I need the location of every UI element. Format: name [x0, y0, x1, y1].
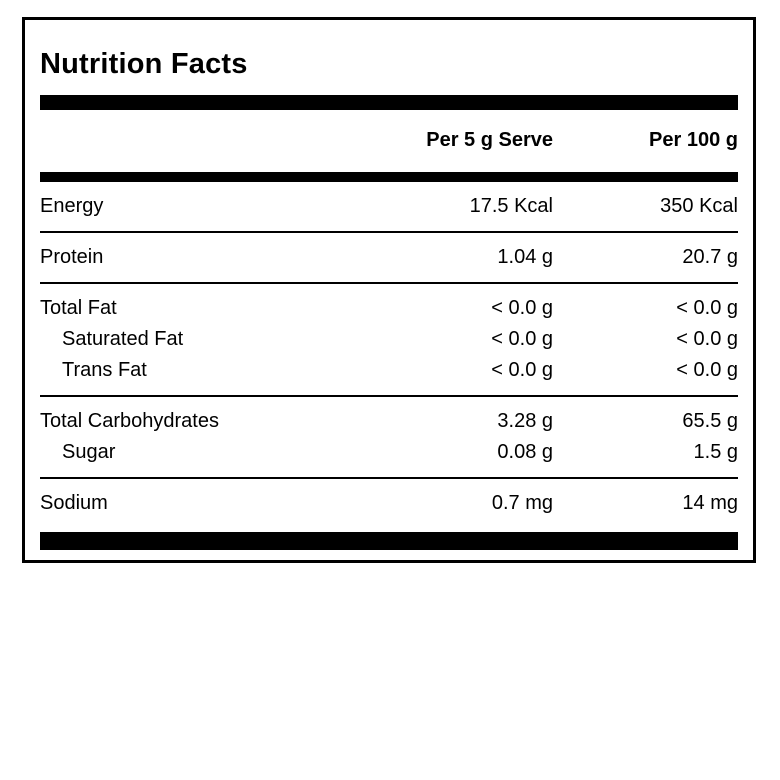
divider-bar-bottom	[40, 532, 738, 550]
row-protein: Protein 1.04 g 20.7 g	[40, 242, 738, 273]
nutrient-label: Total Fat	[40, 297, 117, 319]
nutrient-label: Energy	[40, 195, 104, 217]
nutrient-label: Sodium	[40, 492, 108, 514]
section-carbohydrates: Total Carbohydrates 3.28 g 65.5 g Sugar …	[40, 397, 738, 479]
per-serve-value: 1.04 g	[497, 246, 553, 268]
per-serve-value: < 0.0 g	[491, 328, 553, 350]
row-energy: Energy 17.5 Kcal 350 Kcal	[40, 191, 738, 222]
section-sodium: Sodium 0.7 mg 14 mg	[40, 479, 738, 528]
per-100g-value: 1.5 g	[693, 441, 738, 463]
per-100g-value: < 0.0 g	[676, 297, 738, 319]
row-total-carbohydrates: Total Carbohydrates 3.28 g 65.5 g	[40, 406, 738, 437]
nutrient-label: Sugar	[62, 441, 116, 463]
per-serve-value: < 0.0 g	[491, 297, 553, 319]
label-title: Nutrition Facts	[40, 48, 248, 80]
row-saturated-fat: Saturated Fat < 0.0 g < 0.0 g	[40, 324, 738, 355]
nutrient-label: Protein	[40, 246, 104, 268]
divider-bar-thick	[40, 95, 738, 110]
row-total-fat: Total Fat < 0.0 g < 0.0 g	[40, 293, 738, 324]
row-sodium: Sodium 0.7 mg 14 mg	[40, 488, 738, 519]
nutrient-label: Total Carbohydrates	[40, 410, 219, 432]
per-serve-value: 17.5 Kcal	[469, 195, 553, 217]
section-energy: Energy 17.5 Kcal 350 Kcal	[40, 182, 738, 233]
nutrient-label: Saturated Fat	[62, 328, 184, 350]
per-serve-value: < 0.0 g	[491, 359, 553, 381]
row-trans-fat: Trans Fat < 0.0 g < 0.0 g	[40, 355, 738, 386]
row-sugar: Sugar 0.08 g 1.5 g	[40, 437, 738, 468]
column-header-row: Per 5 g Serve Per 100 g	[40, 110, 738, 172]
divider-bar-medium	[40, 172, 738, 182]
per-100g-value: 65.5 g	[682, 410, 738, 432]
per-100g-column-header: Per 100 g	[649, 129, 738, 151]
per-serve-value: 0.7 mg	[491, 492, 553, 514]
per-100g-value: 20.7 g	[682, 246, 738, 268]
section-fat: Total Fat < 0.0 g < 0.0 g Saturated Fat …	[40, 284, 738, 397]
section-protein: Protein 1.04 g 20.7 g	[40, 233, 738, 284]
per-100g-value: < 0.0 g	[676, 328, 738, 350]
nutrition-facts-label: Nutrition Facts Per 5 g Serve Per 100 g …	[22, 17, 756, 563]
per-serve-column-header: Per 5 g Serve	[426, 129, 553, 151]
nutrient-label: Trans Fat	[62, 359, 147, 381]
per-100g-value: 350 Kcal	[660, 195, 738, 217]
per-serve-value: 3.28 g	[497, 410, 553, 432]
per-serve-value: 0.08 g	[497, 441, 553, 463]
per-100g-value: 14 mg	[682, 492, 738, 514]
per-100g-value: < 0.0 g	[676, 359, 738, 381]
